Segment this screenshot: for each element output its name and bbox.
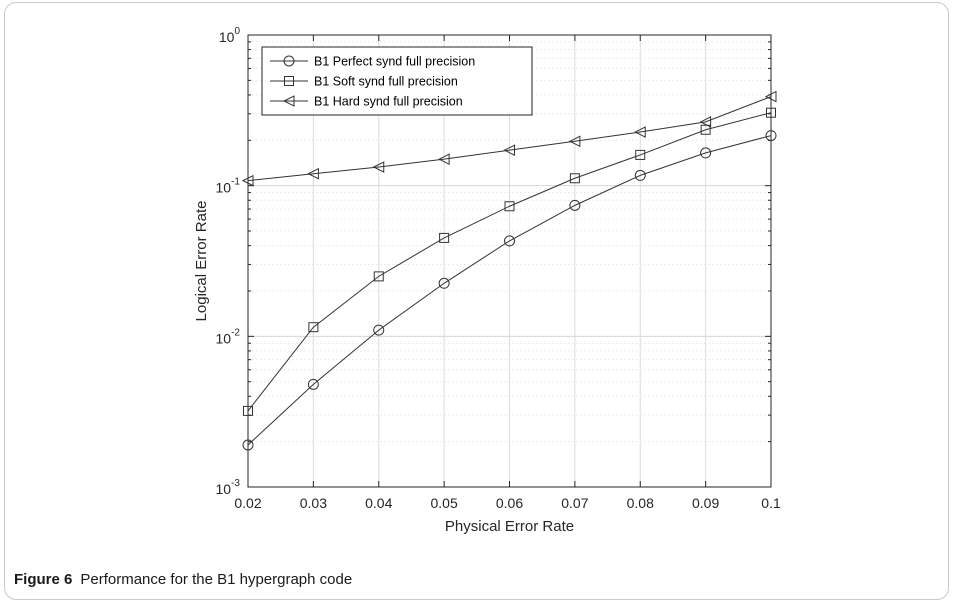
data-point-circle (569, 199, 581, 211)
legend-item: B1 Perfect synd full precision (270, 55, 475, 69)
data-point-triangle (307, 167, 319, 180)
y-tick-labels: 100 10-1 10-2 10-3 (216, 26, 241, 497)
data-point-circle (634, 169, 646, 181)
data-point-square (243, 405, 253, 416)
series-3 (241, 90, 777, 187)
plot-area (247, 34, 772, 488)
data-point-circle (307, 378, 319, 390)
data-point-circle (700, 147, 712, 159)
data-point-circle (504, 235, 515, 247)
data-point-circle (242, 439, 254, 451)
y-tick-label: 100 (219, 26, 241, 45)
data-point-circle (438, 277, 450, 289)
data-point-square (373, 271, 384, 282)
x-tick-label: 0.07 (561, 495, 588, 511)
series-line (247, 96, 772, 182)
x-tick-label: 0.02 (234, 495, 261, 511)
data-point-square (284, 76, 294, 86)
data-point-square (569, 173, 580, 184)
figure-caption: Figure 6 Performance for the B1 hypergrap… (14, 571, 352, 588)
data-point-square (700, 124, 711, 135)
chart: 0.02 0.03 0.04 0.05 0.06 0.07 0.08 0.09 0.1 1001… (193, 26, 781, 535)
data-point-circle (283, 55, 295, 67)
data-point-triangle (634, 126, 646, 138)
legend-item: B1 Soft synd full precision (270, 75, 458, 89)
x-tick-label: 0.06 (496, 495, 523, 511)
y-axis-label: Logical Error Rate (193, 201, 210, 322)
data-point-square (439, 232, 450, 243)
data-point-square (504, 201, 515, 212)
legend-label: B1 Perfect synd full precision (314, 55, 475, 69)
x-axis-label: Physical Error Rate (445, 518, 574, 535)
y-tick-label: 10-1 (216, 177, 241, 196)
data-point-triangle (503, 144, 515, 156)
series-group (241, 90, 777, 451)
figure-label: Figure 6 (14, 571, 73, 588)
caption-text: Performance for the B1 hypergraph code (80, 571, 353, 588)
series-1 (242, 130, 777, 451)
y-tick-label: 10-3 (216, 478, 241, 497)
x-tick-label: 0.04 (365, 495, 392, 511)
x-tick-label: 0.03 (300, 495, 327, 511)
data-point-triangle (282, 95, 295, 107)
y-tick-label: 10-2 (216, 327, 241, 346)
x-tick-label: 0.09 (692, 495, 719, 511)
data-point-triangle (568, 135, 581, 148)
x-tick-label: 0.08 (627, 495, 654, 511)
series-2 (243, 107, 776, 416)
legend-label: B1 Hard synd full precision (314, 95, 463, 109)
data-point-square (766, 107, 776, 118)
data-point-triangle (372, 161, 385, 173)
series-line (247, 135, 772, 446)
legend: B1 Perfect synd full precision B1 Soft sy… (261, 46, 533, 116)
data-point-square (308, 322, 319, 333)
x-tick-label: 0.05 (431, 495, 458, 511)
data-point-triangle (764, 90, 777, 103)
series-line (247, 112, 772, 412)
legend-label: B1 Soft synd full precision (314, 75, 458, 89)
data-point-circle (765, 130, 777, 142)
data-point-triangle (241, 174, 254, 187)
data-point-square (635, 149, 646, 160)
legend-item: B1 Hard synd full precision (270, 95, 463, 109)
x-tick-labels: 0.02 0.03 0.04 0.05 0.06 0.07 0.08 0.09 0.1 (234, 495, 781, 511)
data-point-circle (373, 324, 385, 336)
data-point-triangle (699, 116, 712, 128)
x-tick-label: 0.1 (761, 495, 781, 511)
data-point-triangle (438, 153, 450, 165)
